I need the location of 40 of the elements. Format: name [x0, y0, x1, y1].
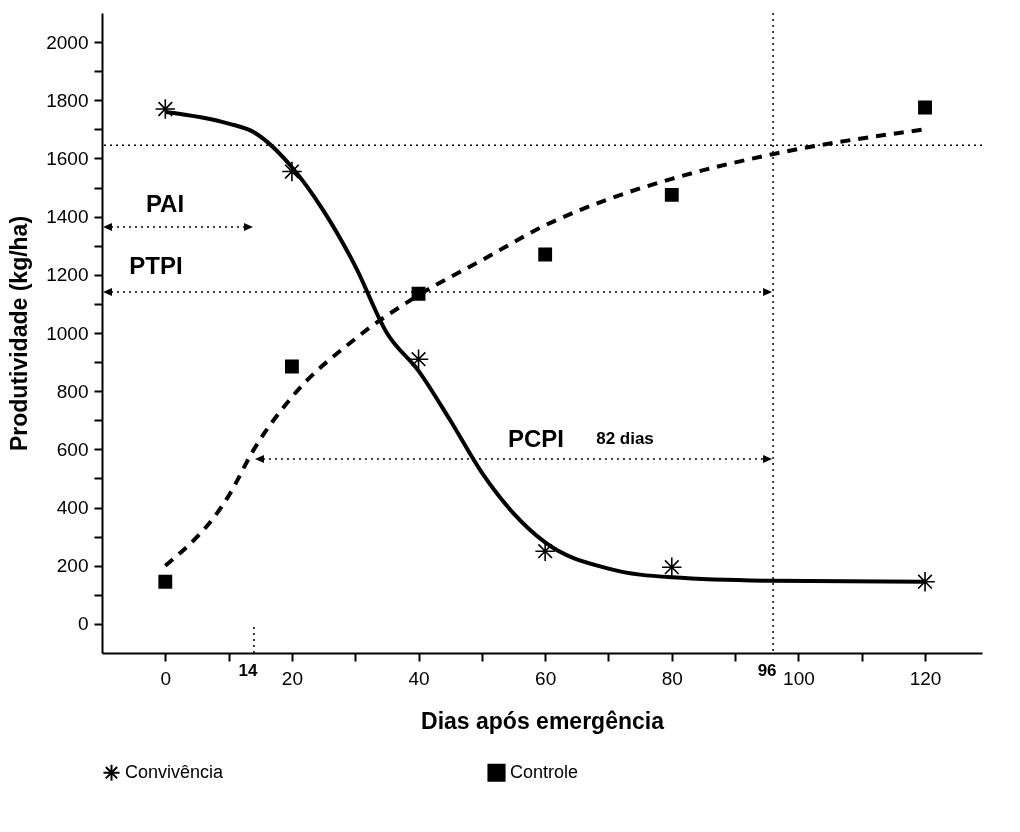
point — [918, 100, 932, 115]
x-tick-label: 40 — [408, 667, 430, 689]
point — [664, 187, 679, 202]
legend-label: Controle — [510, 761, 579, 782]
x-tick-label: 120 — [909, 667, 942, 689]
y-tick-label: 0 — [77, 613, 89, 635]
x-tick-label: 80 — [661, 667, 683, 689]
y-tick-label: 1600 — [46, 147, 89, 169]
point — [154, 98, 176, 120]
x-tick-label: 60 — [535, 667, 557, 689]
y-tick-label: 200 — [56, 555, 89, 577]
point — [538, 247, 553, 262]
point — [534, 540, 556, 562]
ref-line-label: 96 — [757, 661, 777, 680]
y-tick-label: 800 — [56, 380, 89, 402]
point — [661, 556, 683, 578]
point — [281, 161, 303, 183]
y-tick-label: 1200 — [46, 264, 89, 286]
y-tick-label: 1800 — [46, 89, 89, 111]
y-tick-label: 400 — [56, 497, 89, 519]
point — [411, 286, 426, 301]
annotation: PTPI — [129, 252, 183, 279]
x-tick-label: 0 — [160, 667, 172, 689]
y-axis-title: Produtividade (kg/ha) — [6, 215, 33, 452]
annotation: PCPI — [507, 425, 565, 452]
y-tick-label: 1400 — [46, 206, 89, 228]
y-tick-label: 2000 — [46, 31, 89, 53]
annotation: PAI — [145, 190, 185, 217]
point — [914, 571, 936, 593]
annotation: 82 dias — [596, 429, 654, 448]
x-tick-label: 20 — [281, 667, 303, 689]
point — [285, 359, 299, 374]
ref-line-label: 14 — [238, 661, 258, 680]
legend-label: Convivência — [125, 761, 225, 782]
point — [408, 348, 430, 370]
point — [158, 574, 173, 589]
y-tick-label: 1000 — [46, 322, 89, 344]
x-axis-title: Dias após emergência — [421, 707, 665, 734]
x-tick-label: 100 — [783, 667, 815, 689]
y-tick-label: 600 — [56, 438, 89, 460]
